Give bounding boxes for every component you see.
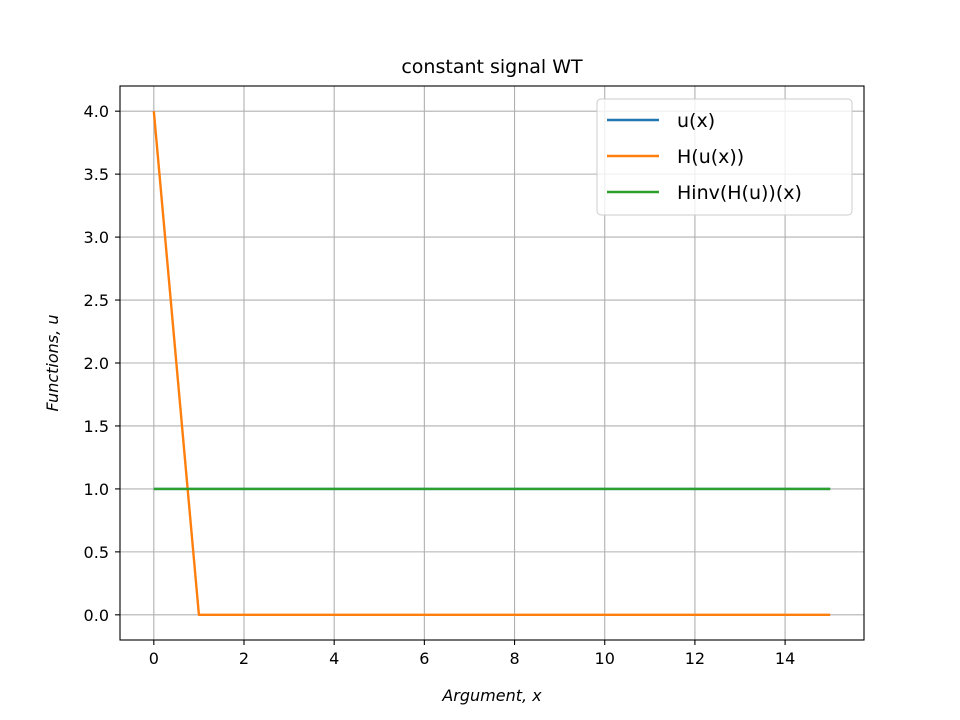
legend-label-u: u(x) xyxy=(677,110,715,132)
x-tick-label: 14 xyxy=(775,649,795,668)
y-axis-label: Functions, u xyxy=(43,315,62,412)
series-lines xyxy=(152,111,831,617)
ticks: 0 2 4 6 8 10 12 14 0.0 0.5 1.0 1.5 2.0 2.5 3.0 3.5 4.0 xyxy=(84,102,796,668)
y-tick-label: 3.5 xyxy=(84,165,109,184)
legend-box xyxy=(596,98,853,216)
legend-label-hinv: Hinv(H(u))(x) xyxy=(677,182,802,204)
y-tick-label: 1.5 xyxy=(84,417,109,436)
y-tick-label: 2.0 xyxy=(84,354,109,373)
series-line-1 xyxy=(152,111,831,617)
legend-label-h: H(u(x)) xyxy=(677,146,744,168)
x-tick-label: 6 xyxy=(419,649,429,668)
y-tick-label: 2.5 xyxy=(84,291,109,310)
x-tick-label: 0 xyxy=(149,649,159,668)
x-tick-label: 10 xyxy=(595,649,615,668)
y-tick-label: 0.0 xyxy=(84,606,109,625)
legend: u(x) H(u(x)) Hinv(H(u))(x) xyxy=(596,98,853,216)
x-axis-label: Argument, x xyxy=(441,686,542,705)
y-tick-label: 4.0 xyxy=(84,102,109,121)
x-tick-label: 8 xyxy=(509,649,519,668)
y-tick-label: 1.0 xyxy=(84,480,109,499)
x-tick-label: 4 xyxy=(329,649,339,668)
x-tick-label: 12 xyxy=(685,649,705,668)
x-tick-label: 2 xyxy=(239,649,249,668)
y-tick-label: 3.0 xyxy=(84,228,109,247)
y-tick-label: 0.5 xyxy=(84,543,109,562)
chart-title: constant signal WT xyxy=(401,56,583,78)
